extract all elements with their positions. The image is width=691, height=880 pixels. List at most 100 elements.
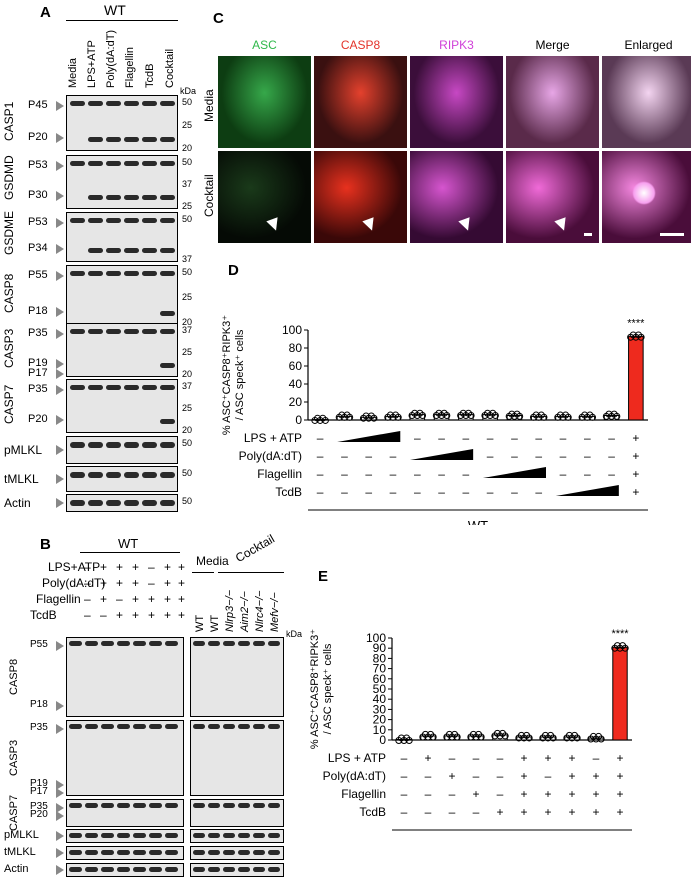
marker-25: 25 [182, 120, 193, 130]
condition-sign: – [473, 805, 480, 819]
condition-sign: – [473, 769, 480, 783]
b-band [253, 724, 265, 729]
marker-50: 50 [182, 438, 193, 448]
channel-label-3: Merge [535, 38, 570, 52]
scale-bar [584, 233, 592, 236]
marker-20: 20 [182, 369, 193, 379]
condition-sign: – [535, 431, 542, 445]
blot-band [124, 161, 139, 166]
data-point [477, 733, 485, 741]
condition-sign: – [560, 449, 567, 463]
condition-sign: – [84, 576, 91, 590]
speck-arrow-icon [266, 217, 282, 233]
condition-sign: – [414, 467, 421, 481]
condition-sign: – [497, 787, 504, 801]
b-band [165, 850, 178, 855]
right-lane-0: WT [194, 614, 206, 632]
data-point [549, 734, 557, 742]
micrograph-cocktail-4 [602, 151, 691, 243]
blot-band [70, 161, 85, 166]
right-lane-5: Mefv−/− [269, 592, 281, 632]
condition-sign: – [593, 751, 600, 765]
b-band [253, 641, 265, 646]
condition-sign: + [568, 805, 575, 819]
condition-sign: – [449, 805, 456, 819]
micrograph-cocktail-1 [314, 151, 407, 243]
condition-sign: – [365, 449, 372, 463]
condition-sign: + [100, 592, 108, 606]
micrograph-media-4 [602, 56, 691, 148]
group-label: WT [502, 838, 522, 841]
condition-sign: – [497, 769, 504, 783]
condition-sign: – [584, 431, 591, 445]
b-band [223, 867, 235, 872]
b-band [208, 867, 220, 872]
blot-band [124, 385, 139, 390]
condition-sign: – [463, 467, 470, 481]
condition-sign: + [544, 751, 551, 765]
b-band [268, 724, 280, 729]
blot-band [106, 500, 121, 506]
blot-band [142, 101, 157, 106]
condition-sign: + [592, 805, 599, 819]
condition-sign: – [341, 449, 348, 463]
b-band [149, 803, 162, 808]
y-tick-label: 30 [373, 702, 387, 716]
b-band [268, 867, 280, 872]
blot-pmlkl [66, 436, 178, 464]
condition-sign: + [592, 769, 599, 783]
concentration-ramp [337, 431, 401, 442]
marker-37: 37 [182, 179, 193, 189]
band-label: P17 [28, 367, 48, 379]
panel-a-genotype: WT [104, 2, 126, 18]
condition-sign: – [425, 787, 432, 801]
condition-sign: – [608, 467, 615, 481]
blot-band [160, 311, 175, 316]
b-band-arrow [56, 831, 64, 841]
condition-sign: – [341, 485, 348, 499]
data-point [370, 414, 378, 422]
blot-band [160, 218, 175, 223]
b-band [101, 850, 114, 855]
b-band [165, 833, 178, 838]
blot-band [70, 271, 85, 276]
condition-sign: – [535, 485, 542, 499]
b-band [165, 803, 178, 808]
condition-sign: – [317, 431, 324, 445]
band-arrow [56, 218, 64, 228]
speck-arrow-icon [458, 217, 474, 233]
b-band [133, 867, 146, 872]
condition-sign: + [132, 592, 140, 606]
b-band [193, 833, 205, 838]
b-band [85, 867, 98, 872]
band-arrow [56, 369, 64, 379]
condition-label: Flagellin [257, 467, 302, 481]
b-band-arrow [56, 865, 64, 875]
b-band-arrow [56, 811, 64, 821]
b-band-label: P19 [30, 778, 48, 789]
y-axis-title: / ASC speck⁺ cells [322, 643, 334, 734]
b-band [69, 724, 82, 729]
b-band [149, 867, 162, 872]
b-blot-right-casp3 [190, 720, 284, 796]
blot-band [106, 137, 121, 142]
condition-sign: + [520, 751, 527, 765]
b-band-label: P55 [30, 639, 48, 650]
bar [628, 335, 644, 421]
b-band [69, 803, 82, 808]
b-band [149, 724, 162, 729]
y-tick-label: 80 [289, 341, 303, 355]
significance-label: **** [611, 628, 629, 640]
condition-sign: + [520, 769, 527, 783]
condition-sign: + [148, 592, 156, 606]
b-band [69, 867, 82, 872]
b-band-label: P17 [30, 786, 48, 797]
condition-sign: – [560, 431, 567, 445]
b-band-arrow [56, 701, 64, 711]
data-point [501, 732, 509, 740]
blot-actin [66, 494, 178, 512]
blot-band [88, 218, 103, 223]
condition-sign: + [616, 805, 623, 819]
b-blot-label-casp7: CASP7 [8, 794, 20, 831]
condition-sign: – [608, 449, 615, 463]
